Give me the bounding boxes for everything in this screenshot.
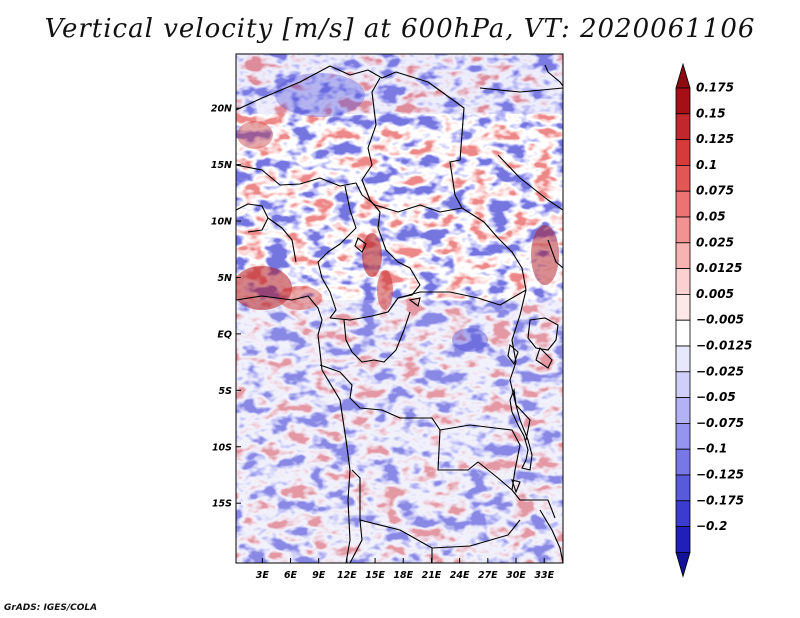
lon-label: 33E: [534, 570, 554, 581]
colorbar: 0.175 0.15 0.125 0.1 0.075 0.05 0.025 0.0125 0.0…: [675, 62, 752, 578]
colorbar-swatch: [675, 242, 691, 270]
lon-label: 24E: [450, 570, 470, 581]
lat-label: 5S: [219, 386, 233, 397]
lon-label: 30E: [506, 570, 526, 581]
colorbar-swatch: [675, 268, 691, 295]
colorbar-swatch: [675, 139, 691, 166]
colorbar-swatch: [675, 113, 691, 141]
lat-label: 10S: [212, 442, 232, 453]
colorbar-label: −0.125: [696, 468, 744, 482]
colorbar-swatch: [675, 371, 691, 398]
colorbar-label: 0.005: [696, 287, 734, 301]
colorbar-label: −0.05: [696, 390, 736, 404]
colorbar-label: 0.075: [696, 184, 734, 198]
colorbar-label: −0.075: [696, 416, 744, 430]
colorbar-label: −0.005: [696, 313, 744, 327]
colorbar-swatch: [675, 190, 691, 218]
colorbar-swatch: [675, 164, 691, 192]
colorbar-label: 0.125: [696, 132, 734, 146]
grads-credit: GrADS: IGES/COLA: [4, 603, 98, 613]
colorbar-swatch: [675, 87, 691, 115]
colorbar-label: −0.1: [696, 442, 727, 456]
lat-label: EQ: [217, 329, 232, 340]
colorbar-swatch: [675, 500, 691, 527]
colorbar-swatch: [675, 216, 691, 244]
colorbar-bottom-cap: [675, 552, 691, 578]
colorbar-swatch: [675, 293, 691, 321]
colorbar-swatch: [675, 319, 691, 347]
colorbar-swatch: [675, 526, 691, 553]
lon-label: 21E: [422, 570, 442, 581]
lon-label: 12E: [337, 570, 357, 581]
colorbar-swatch: [675, 474, 691, 502]
colorbar-swatch: [675, 345, 691, 373]
colorbar-swatch: [675, 422, 691, 450]
colorbar-top-cap: [675, 62, 691, 89]
lat-label: 15N: [211, 160, 232, 171]
colorbar-label: 0.0125: [696, 261, 742, 275]
lat-label: 20N: [211, 104, 232, 115]
colorbar-swatch: [675, 448, 691, 476]
lon-label: 15E: [365, 570, 385, 581]
country-borders: [236, 64, 563, 563]
coastlines: [236, 237, 559, 563]
map-title: Vertical velocity [m/s] at 600hPa, VT: 2…: [44, 14, 756, 44]
colorbar-label: 0.1: [696, 158, 717, 172]
colorbar-label: −0.2: [696, 519, 727, 533]
lon-label: 18E: [393, 570, 413, 581]
colorbar-label: 0.025: [696, 235, 734, 249]
colorbar-label: −0.025: [696, 364, 744, 378]
lat-label: 5N: [217, 273, 232, 284]
lon-label: 9E: [312, 570, 326, 581]
velocity-field: [236, 54, 563, 563]
colorbar-label: 0.05: [696, 210, 726, 224]
colorbar-label: 0.15: [696, 106, 726, 120]
lat-label: 10N: [211, 217, 232, 228]
lon-label: 3E: [256, 570, 270, 581]
colorbar-label: −0.175: [696, 493, 744, 507]
colorbar-label: −0.0125: [696, 339, 752, 353]
lon-label: 27E: [478, 570, 498, 581]
colorbar-label: 0.175: [696, 81, 734, 95]
colorbar-swatch: [675, 397, 691, 424]
lat-label: 15S: [212, 499, 232, 510]
map-frame: [235, 53, 564, 564]
axis-labels: 20N 15N 10N 5N EQ 5S 10S 15S 3E 6E 9E 12E 15E 18E 21E 2…: [211, 104, 555, 581]
lon-label: 6E: [284, 570, 298, 581]
